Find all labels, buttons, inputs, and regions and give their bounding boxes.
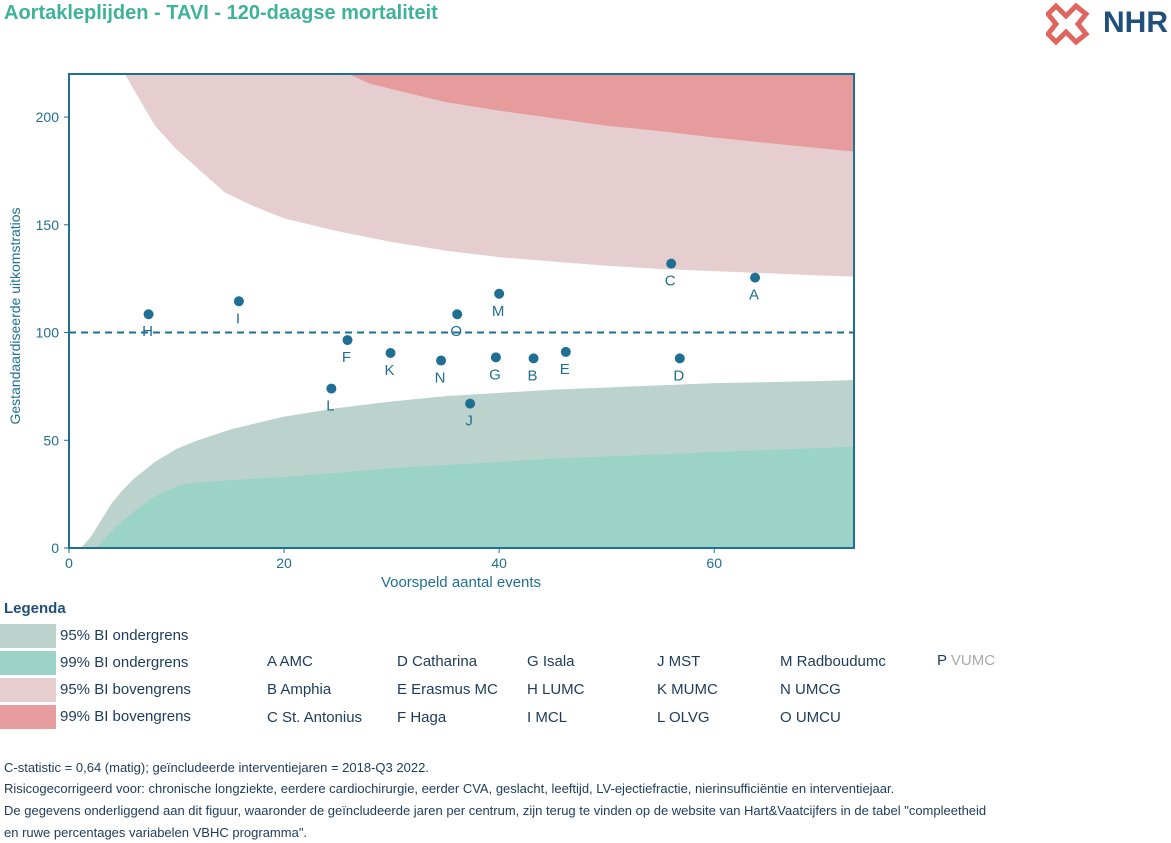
x-axis-label: Voorspeld aantal events	[381, 574, 541, 591]
legend-swatch-ci99-upper	[0, 705, 56, 729]
legend-center: J MST	[657, 653, 701, 670]
data-point-label: D	[673, 367, 684, 384]
nhr-cross-logo-icon	[1046, 2, 1090, 46]
data-point-label: H	[142, 323, 153, 340]
y-tick-label: 150	[36, 217, 60, 233]
legend-center: F Haga	[397, 709, 447, 726]
data-point-label: M	[492, 303, 505, 320]
legend-center-vumc: P VUMC	[937, 652, 995, 669]
data-point-k	[385, 348, 396, 359]
data-point-label: N	[435, 370, 446, 387]
x-tick-label: 20	[276, 555, 292, 571]
x-tick-label: 60	[706, 555, 722, 571]
data-point-h	[143, 309, 154, 320]
legend-center: O UMCU	[780, 709, 841, 726]
legend-center: E Erasmus MC	[397, 681, 498, 698]
x-axis: 0 20 40 60	[65, 548, 722, 571]
data-point-n	[436, 355, 447, 366]
y-axis-label: Gestandaardiseerde uitkomstratios	[7, 207, 23, 424]
legend-center-name: VUMC	[950, 652, 996, 669]
data-point-label: I	[236, 310, 240, 327]
footer-line: De gegevens onderliggend aan dit figuur,…	[4, 803, 987, 818]
data-point-g	[490, 352, 501, 363]
plot-frame	[68, 73, 855, 549]
data-point-l	[326, 383, 337, 394]
legend-center-letter: P	[937, 652, 947, 669]
legend-swatch-ci99-lower	[0, 651, 56, 675]
data-point-e	[560, 346, 571, 357]
x-tick-label: 40	[491, 555, 507, 571]
x-tick-label: 0	[65, 555, 73, 571]
logo-text: NHR	[1103, 6, 1168, 39]
legend-center: I MCL	[527, 709, 568, 726]
legend-label-ci95-lower: 95% BI ondergrens	[60, 627, 189, 644]
y-tick-label: 50	[43, 432, 59, 448]
legend-center: B Amphia	[267, 681, 332, 698]
data-points: A B C D E F G H I J K L M N O	[142, 258, 761, 430]
data-point-label: C	[665, 273, 676, 290]
footer-line: C-statistic = 0,64 (matig); geïncludeerd…	[4, 760, 429, 775]
data-point-f	[342, 335, 353, 346]
ci99-upper-band	[348, 74, 854, 152]
data-point-label: B	[528, 367, 538, 384]
legend-label-ci99-upper: 99% BI bovengrens	[60, 708, 191, 725]
data-point-c	[666, 258, 677, 269]
footer-line: en ruwe percentages variabelen VBHC prog…	[4, 825, 308, 840]
data-point-i	[233, 296, 244, 307]
funnel-plot: 0 20 40 60 0 50 100 150 200 A B C D E F G H I J K L M N O Voo…	[7, 73, 855, 591]
legend-center: K MUMC	[657, 681, 718, 698]
data-point-label: F	[342, 349, 351, 366]
legend-center: L OLVG	[657, 709, 710, 726]
data-point-m	[494, 288, 505, 299]
legend-center: M Radboudumc	[780, 653, 886, 670]
data-point-a	[750, 272, 761, 283]
legend-center: G Isala	[527, 653, 575, 670]
legend-swatch-ci95-upper	[0, 678, 56, 702]
data-point-o	[452, 309, 463, 320]
y-tick-label: 100	[36, 325, 60, 341]
legend-label-ci95-upper: 95% BI bovengrens	[60, 681, 191, 698]
data-point-label: E	[560, 361, 570, 378]
nhr-logo	[1046, 2, 1090, 46]
y-tick-label: 200	[36, 109, 60, 125]
legend-center: H LUMC	[527, 681, 585, 698]
y-tick-label: 0	[51, 540, 59, 556]
data-point-label: G	[489, 366, 501, 383]
legend-center: D Catharina	[397, 653, 478, 670]
legend-title: Legenda	[4, 600, 66, 617]
data-point-label: K	[385, 362, 395, 379]
ci99-lower-band	[95, 446, 854, 548]
legend-swatch-ci95-lower	[0, 624, 56, 648]
page-title: Aortakleplijden - TAVI - 120-daagse mort…	[4, 2, 438, 24]
data-point-d	[674, 353, 685, 364]
data-point-b	[528, 353, 539, 364]
legend-label-ci99-lower: 99% BI ondergrens	[60, 654, 189, 671]
data-point-label: L	[326, 398, 334, 415]
data-point-label: J	[465, 413, 473, 430]
footer-line: Risicogecorrigeerd voor: chronische long…	[4, 781, 895, 796]
legend-center: N UMCG	[780, 681, 841, 698]
data-point-j	[465, 398, 476, 409]
data-point-label: O	[450, 323, 462, 340]
y-axis: 0 50 100 150 200	[36, 109, 69, 556]
legend-center: C St. Antonius	[267, 709, 363, 726]
data-point-label: A	[749, 287, 759, 304]
legend-center: A AMC	[267, 653, 313, 670]
